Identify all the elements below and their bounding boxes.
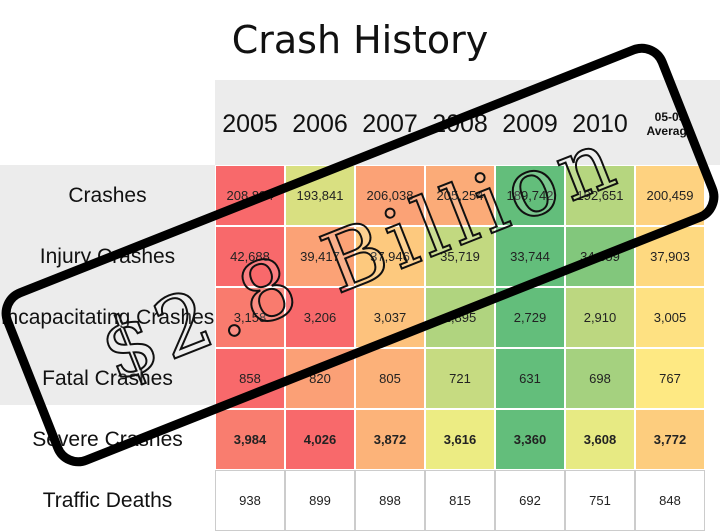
column-header-line: 05-09: [654, 110, 686, 124]
cell: 938: [215, 470, 285, 531]
cell: 33,744: [495, 226, 565, 287]
cell: 37,946: [355, 226, 425, 287]
cell: 805: [355, 348, 425, 409]
cell: 698: [565, 348, 635, 409]
row-label: Fatal Crashes: [42, 367, 173, 390]
column-header: 05-09 Average: [635, 100, 705, 148]
cell: 631: [495, 348, 565, 409]
column-header: 2006: [292, 109, 348, 138]
cell: 2,910: [565, 287, 635, 348]
cell: 848: [635, 470, 705, 531]
cell: 3,360: [495, 409, 565, 470]
cell: 3,206: [285, 287, 355, 348]
column-header: 2009: [502, 109, 558, 138]
cell: 42,688: [215, 226, 285, 287]
cell: 4,026: [285, 409, 355, 470]
stamp-group: $2.8 Billion: [1, 43, 719, 467]
cell: 721: [425, 348, 495, 409]
cell: 3,984: [215, 409, 285, 470]
cell: 3,772: [635, 409, 705, 470]
row-label: Traffic Deaths: [42, 489, 173, 512]
cell: 3,616: [425, 409, 495, 470]
cell: 205,254: [425, 165, 495, 226]
stamp-border: [1, 43, 719, 467]
cell: 192,651: [565, 165, 635, 226]
cell: 206,038: [355, 165, 425, 226]
column-header-line: Average: [646, 124, 694, 138]
cell: 3,872: [355, 409, 425, 470]
row-label: Incapacitating Crashes: [0, 306, 215, 329]
column-header: 2010: [572, 109, 628, 138]
header-background: [215, 80, 720, 165]
cell: 39,417: [285, 226, 355, 287]
cell: 899: [285, 470, 355, 531]
cell: 3,005: [635, 287, 705, 348]
cell: 3,158: [215, 287, 285, 348]
cell: 692: [495, 470, 565, 531]
cell: 189,742: [495, 165, 565, 226]
cell: 35,719: [425, 226, 495, 287]
cell: 898: [355, 470, 425, 531]
row-label: Crashes: [68, 184, 147, 207]
cell: 767: [635, 348, 705, 409]
column-header: 2007: [362, 109, 418, 138]
cell: 3,608: [565, 409, 635, 470]
column-header: 2005: [222, 109, 278, 138]
title: Crash History: [231, 18, 489, 62]
